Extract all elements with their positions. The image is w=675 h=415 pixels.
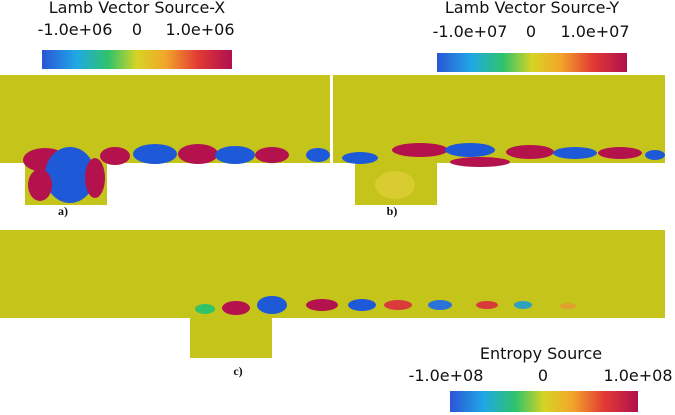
cavity [190, 318, 272, 358]
colorbar-tick: 1.0e+06 [165, 20, 234, 39]
panel-a: Lamb Vector Source-X -1.0e+06 0 1.0e+06 … [0, 0, 330, 218]
contours [195, 296, 576, 315]
contours [342, 143, 665, 199]
colorbar-title: Lamb Vector Source-X [49, 0, 226, 17]
colorbar-tick: -1.0e+07 [433, 22, 508, 41]
colorbar [437, 53, 627, 72]
colorbar-tick: 0 [538, 366, 548, 385]
colorbar-tick: 1.0e+07 [560, 22, 629, 41]
colorbar-tick: 1.0e+08 [603, 366, 672, 385]
colorbar-title: Lamb Vector Source-Y [445, 0, 619, 17]
contours [23, 144, 330, 203]
colorbar-tick: -1.0e+08 [409, 366, 484, 385]
panel-c: c) Entropy Source -1.0e+08 0 1.0e+08 [0, 230, 673, 412]
colorbar-title: Entropy Source [480, 344, 602, 363]
colorbar-tick: 0 [132, 20, 142, 39]
colorbar-tick: 0 [526, 22, 536, 41]
colorbar-tick: -1.0e+06 [38, 20, 113, 39]
panel-b: Lamb Vector Source-Y -1.0e+07 0 1.0e+07 … [333, 0, 665, 218]
panel-label: a) [58, 204, 68, 218]
panel-label: c) [233, 364, 242, 378]
colorbar [42, 50, 232, 69]
panel-label: b) [387, 204, 398, 218]
colorbar [450, 391, 638, 412]
